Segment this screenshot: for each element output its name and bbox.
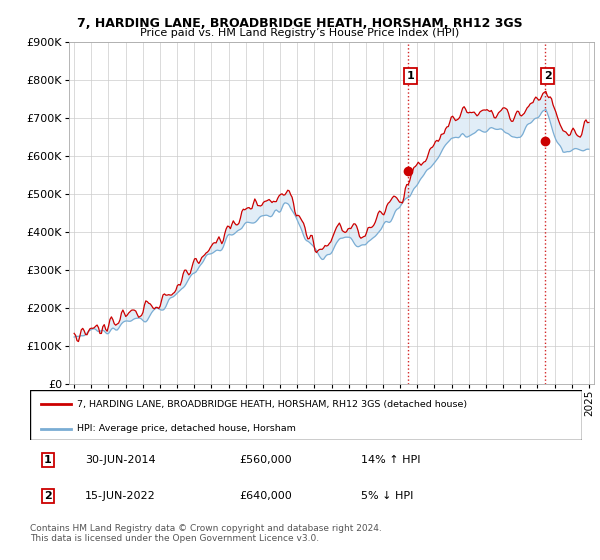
Text: 1: 1	[44, 455, 52, 465]
Text: £640,000: £640,000	[240, 491, 293, 501]
Text: HPI: Average price, detached house, Horsham: HPI: Average price, detached house, Hors…	[77, 424, 296, 433]
Text: Contains HM Land Registry data © Crown copyright and database right 2024.
This d: Contains HM Land Registry data © Crown c…	[30, 524, 382, 543]
Text: 2: 2	[44, 491, 52, 501]
Text: Price paid vs. HM Land Registry’s House Price Index (HPI): Price paid vs. HM Land Registry’s House …	[140, 28, 460, 38]
Text: 1: 1	[407, 71, 415, 81]
Text: 7, HARDING LANE, BROADBRIDGE HEATH, HORSHAM, RH12 3GS: 7, HARDING LANE, BROADBRIDGE HEATH, HORS…	[77, 17, 523, 30]
Text: £560,000: £560,000	[240, 455, 292, 465]
Text: 5% ↓ HPI: 5% ↓ HPI	[361, 491, 413, 501]
FancyBboxPatch shape	[30, 390, 582, 440]
Text: 30-JUN-2014: 30-JUN-2014	[85, 455, 156, 465]
Text: 7, HARDING LANE, BROADBRIDGE HEATH, HORSHAM, RH12 3GS (detached house): 7, HARDING LANE, BROADBRIDGE HEATH, HORS…	[77, 400, 467, 409]
Text: 15-JUN-2022: 15-JUN-2022	[85, 491, 156, 501]
Text: 14% ↑ HPI: 14% ↑ HPI	[361, 455, 421, 465]
Text: 2: 2	[544, 71, 551, 81]
